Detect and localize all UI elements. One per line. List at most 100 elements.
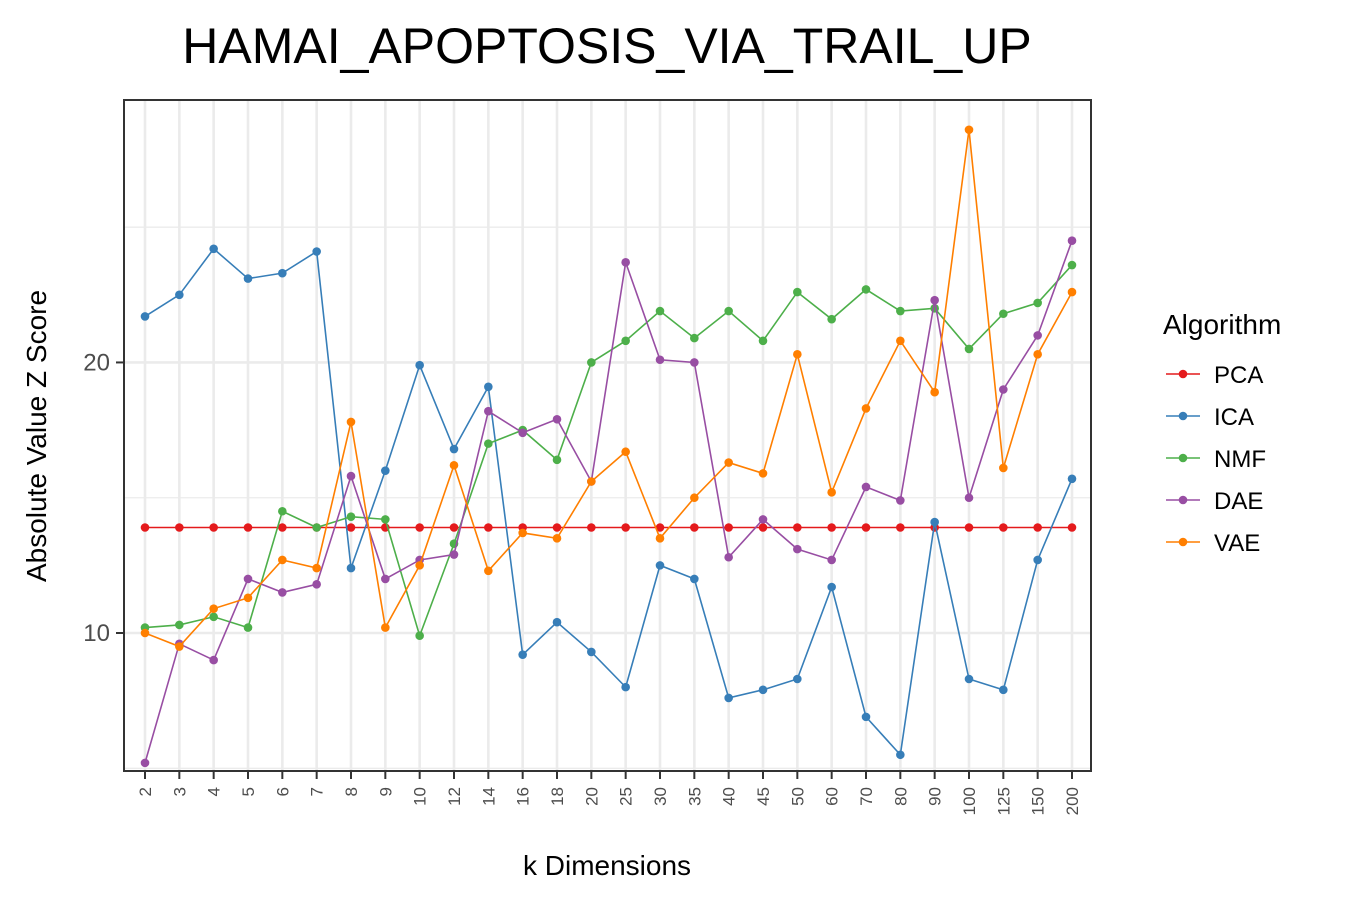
data-point-nmf	[312, 523, 321, 532]
data-point-vae	[312, 563, 321, 573]
data-point-ica	[140, 312, 150, 321]
data-point-pca	[690, 523, 699, 532]
data-point-dae	[758, 515, 768, 524]
data-point-ica	[793, 674, 802, 684]
chart-title: HAMAI_APOPTOSIS_VIA_TRAIL_UP	[182, 18, 1031, 74]
data-point-pca	[896, 523, 905, 532]
data-point-nmf	[827, 314, 836, 324]
data-point-dae	[278, 588, 287, 597]
data-point-nmf	[587, 358, 596, 367]
x-axis-title: k Dimensions	[523, 850, 691, 881]
data-point-dae	[621, 258, 630, 267]
data-point-dae	[243, 574, 253, 584]
data-point-vae	[621, 447, 630, 457]
data-point-pca	[621, 523, 630, 532]
data-point-dae	[484, 406, 493, 416]
x-tick-label: 70	[857, 787, 876, 806]
x-tick-label: 10	[411, 787, 430, 806]
data-point-nmf	[209, 612, 218, 622]
x-tick-label: 9	[376, 787, 395, 796]
x-tick-label: 50	[788, 787, 807, 806]
data-point-dae	[896, 496, 905, 505]
series-vae	[140, 125, 1077, 651]
data-point-nmf	[758, 336, 768, 346]
legend-key-point	[1178, 411, 1188, 421]
legend-key-point	[1178, 369, 1188, 379]
data-point-ica	[1067, 474, 1077, 484]
data-point-pca	[999, 523, 1008, 532]
series-dae	[140, 236, 1077, 768]
data-point-nmf	[621, 336, 630, 346]
data-point-ica	[209, 244, 218, 254]
data-point-dae	[1067, 236, 1077, 245]
data-point-vae	[415, 561, 424, 570]
x-tick-label: 5	[239, 787, 258, 796]
data-point-pca	[484, 523, 493, 532]
x-tick-label: 125	[994, 787, 1013, 815]
legend-item-dae: DAE	[1166, 488, 1263, 515]
x-tick-label: 100	[960, 787, 979, 815]
data-point-ica	[621, 682, 630, 692]
data-point-dae	[793, 544, 802, 554]
data-point-dae	[346, 471, 356, 481]
data-point-ica	[930, 517, 939, 527]
x-tick-label: 7	[308, 787, 327, 796]
series-layer	[140, 125, 1077, 768]
data-point-ica	[381, 466, 390, 475]
data-point-pca	[1067, 523, 1077, 532]
data-point-nmf	[655, 306, 665, 316]
data-point-vae	[518, 528, 527, 538]
data-point-dae	[655, 355, 665, 365]
data-point-pca	[346, 523, 356, 532]
data-point-nmf	[1067, 260, 1077, 270]
x-tick-label: 200	[1063, 787, 1082, 815]
data-point-pca	[243, 523, 253, 532]
data-point-nmf	[896, 306, 905, 316]
data-point-vae	[690, 493, 699, 503]
data-point-vae	[896, 336, 905, 346]
data-point-ica	[999, 685, 1008, 695]
data-point-nmf	[243, 623, 253, 632]
data-point-vae	[449, 460, 459, 470]
legend-item-pca: PCA	[1166, 362, 1263, 389]
y-axis-title: Absolute Value Z Score	[21, 290, 52, 582]
data-point-vae	[861, 404, 871, 413]
legend-label: VAE	[1214, 530, 1260, 557]
data-point-pca	[964, 523, 974, 532]
data-point-nmf	[964, 344, 974, 354]
data-point-nmf	[861, 285, 871, 294]
plot-area	[124, 100, 1091, 771]
data-point-pca	[209, 523, 218, 532]
x-tick-label: 18	[548, 787, 567, 806]
data-point-dae	[209, 655, 218, 665]
data-point-ica	[346, 563, 356, 573]
x-tick-label: 14	[479, 787, 498, 806]
data-point-ica	[964, 674, 974, 684]
x-tick-label: 4	[205, 787, 224, 796]
data-point-pca	[552, 523, 562, 532]
data-point-pca	[415, 523, 424, 532]
data-point-ica	[758, 685, 768, 695]
x-tick-label: 2	[136, 787, 155, 796]
data-point-ica	[827, 582, 836, 592]
data-point-nmf	[793, 287, 802, 297]
data-point-ica	[518, 650, 527, 659]
series-nmf	[140, 260, 1077, 641]
x-tick-label: 3	[170, 787, 189, 796]
data-point-nmf	[724, 306, 733, 316]
data-point-pca	[278, 523, 287, 532]
data-point-nmf	[930, 304, 939, 313]
data-point-nmf	[381, 515, 390, 524]
legend-label: NMF	[1214, 446, 1266, 473]
data-point-dae	[724, 552, 733, 562]
legend-label: ICA	[1214, 404, 1254, 431]
data-point-vae	[381, 623, 390, 632]
legend-label: PCA	[1214, 362, 1263, 389]
data-point-vae	[793, 350, 802, 359]
x-tick-label: 30	[651, 787, 670, 806]
x-tick-label: 6	[273, 787, 292, 796]
data-point-ica	[896, 750, 905, 760]
data-point-nmf	[1033, 298, 1042, 308]
x-tick-label: 80	[891, 787, 910, 806]
